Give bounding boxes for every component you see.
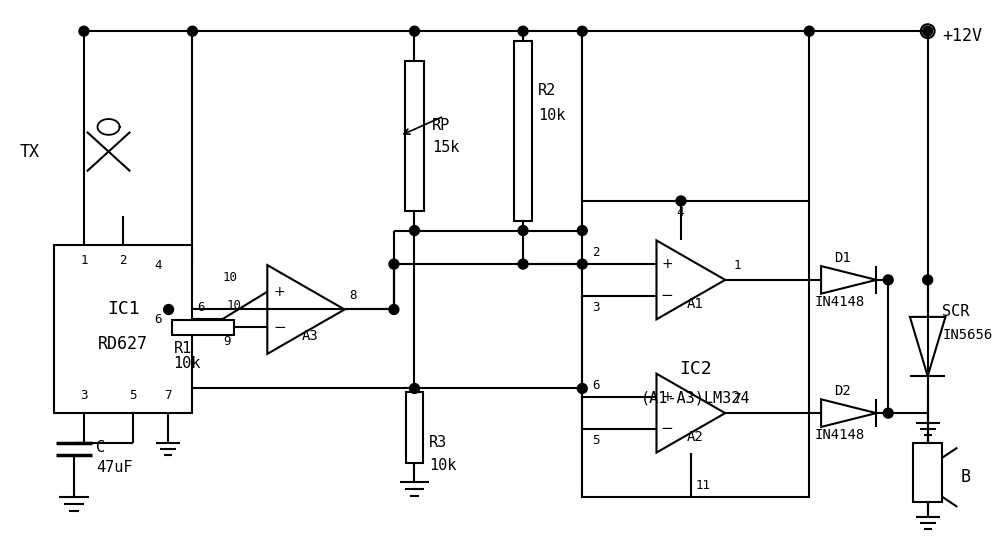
Bar (514, 41, 532, 221)
Text: 3: 3 (80, 389, 88, 402)
Bar (172, 320, 234, 334)
Text: 2: 2 (120, 254, 127, 267)
Circle shape (577, 259, 587, 269)
Circle shape (410, 225, 419, 235)
Text: TX: TX (20, 143, 40, 160)
Circle shape (518, 26, 528, 36)
Circle shape (577, 384, 587, 393)
Text: 1: 1 (80, 254, 88, 267)
Circle shape (410, 384, 419, 393)
Text: IN5656: IN5656 (942, 328, 993, 341)
Circle shape (883, 275, 893, 285)
Text: B: B (960, 468, 970, 486)
Text: −: − (661, 288, 674, 303)
Text: 10k: 10k (538, 107, 565, 122)
Text: 4: 4 (154, 259, 162, 272)
Text: 8: 8 (350, 289, 357, 302)
Text: 10k: 10k (174, 356, 201, 371)
Text: RP: RP (432, 118, 451, 133)
Text: 7: 7 (733, 392, 741, 405)
Text: 10k: 10k (429, 458, 457, 473)
Text: A2: A2 (686, 430, 703, 444)
Circle shape (79, 26, 89, 36)
Text: IC2: IC2 (679, 360, 712, 378)
Circle shape (164, 305, 174, 314)
Text: +: + (661, 390, 673, 404)
Text: R1: R1 (174, 341, 192, 357)
Text: 5: 5 (592, 434, 600, 447)
Text: 6: 6 (592, 379, 600, 392)
Circle shape (410, 26, 419, 36)
Text: 10: 10 (227, 299, 242, 312)
Text: R2: R2 (538, 83, 556, 98)
Circle shape (923, 275, 933, 285)
Text: 11: 11 (696, 479, 711, 492)
Circle shape (389, 259, 399, 269)
Text: A3: A3 (302, 329, 319, 343)
Circle shape (804, 26, 814, 36)
Text: 7: 7 (164, 389, 172, 402)
Text: 1: 1 (733, 259, 741, 272)
Circle shape (518, 225, 528, 235)
Circle shape (188, 26, 197, 36)
Circle shape (389, 305, 399, 314)
Text: IN4148: IN4148 (814, 428, 864, 442)
Bar (913, 443, 942, 502)
Text: 6: 6 (154, 313, 162, 326)
Text: 15k: 15k (432, 140, 460, 155)
Text: 10: 10 (223, 272, 238, 285)
Text: D1: D1 (834, 251, 851, 265)
Circle shape (883, 408, 893, 418)
Text: 4: 4 (676, 207, 684, 220)
Circle shape (577, 225, 587, 235)
Text: C: C (96, 440, 105, 455)
Text: A1: A1 (686, 296, 703, 311)
Text: 9: 9 (223, 334, 230, 347)
Circle shape (577, 26, 587, 36)
Text: SCR: SCR (942, 305, 970, 319)
Text: 3: 3 (592, 301, 600, 314)
Text: +12V: +12V (942, 27, 982, 45)
Text: IC1: IC1 (107, 300, 140, 319)
Text: (A1-A3)LM324: (A1-A3)LM324 (641, 391, 751, 406)
Text: 47uF: 47uF (96, 460, 132, 475)
Text: +: + (661, 257, 673, 271)
Text: RD627: RD627 (98, 335, 148, 353)
Bar (406, 392, 423, 463)
Bar (405, 61, 424, 211)
Bar (582, 201, 809, 497)
Circle shape (923, 26, 933, 36)
Circle shape (518, 259, 528, 269)
Text: 2: 2 (592, 246, 600, 259)
Text: +: + (273, 285, 285, 299)
Text: 5: 5 (129, 389, 137, 402)
Text: IN4148: IN4148 (814, 295, 864, 308)
Text: R3: R3 (429, 435, 448, 450)
Circle shape (676, 196, 686, 206)
Text: D2: D2 (834, 384, 851, 398)
Text: −: − (661, 421, 674, 436)
Bar (54, 246, 192, 413)
Text: 6: 6 (197, 301, 205, 314)
Text: −: − (273, 320, 286, 335)
